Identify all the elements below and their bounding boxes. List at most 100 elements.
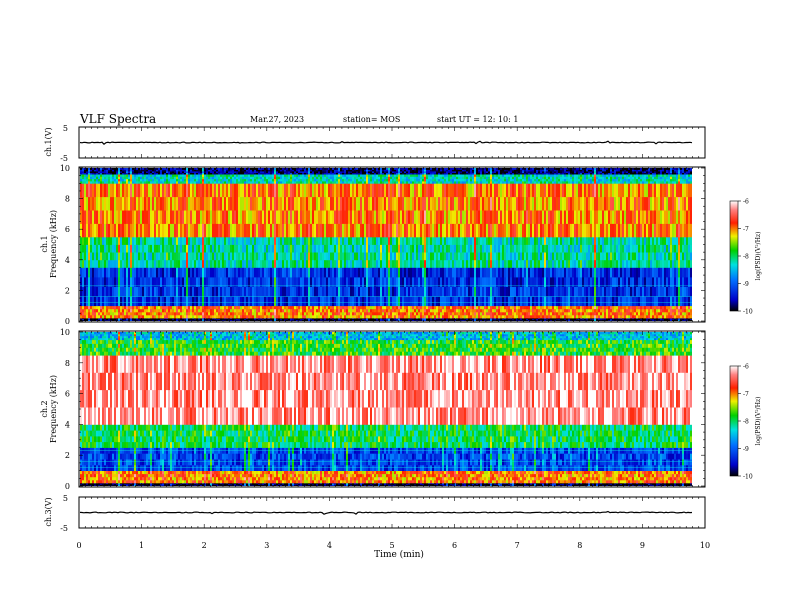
spectrogram-cell — [212, 169, 215, 172]
spectrogram-cell — [124, 171, 127, 173]
spectrogram-cell — [92, 319, 95, 321]
spectrogram-cell — [144, 296, 147, 307]
spectrogram-cell — [130, 305, 133, 310]
spectrogram-cell — [224, 210, 227, 224]
spectrogram-cell — [404, 252, 407, 261]
spectrogram-cell — [382, 223, 385, 238]
spectrogram-cell — [196, 169, 199, 172]
spectrogram-cell — [326, 210, 329, 224]
spectrogram-cell — [240, 168, 243, 170]
spectrogram-cell — [132, 305, 135, 310]
spectrogram-cell — [120, 317, 123, 320]
spectrogram-cell — [330, 210, 333, 224]
spectrogram-cell — [224, 317, 227, 320]
spectrogram-cell — [404, 267, 407, 278]
spectrogram-cell — [336, 236, 339, 245]
spectrogram-cell — [122, 236, 125, 245]
spectrogram-cell — [120, 210, 123, 224]
spectrogram-cell — [296, 296, 299, 307]
spectrogram-cell — [366, 252, 369, 261]
spectrogram-cell — [306, 178, 309, 182]
spectrogram-cell — [246, 296, 249, 307]
spectrogram-cell — [120, 252, 123, 261]
spectrogram-cell — [302, 305, 305, 310]
spectrogram-cell — [148, 259, 151, 268]
spectrogram-cell — [408, 286, 411, 297]
spectrogram-cell — [350, 171, 353, 173]
spectrogram-cell — [274, 305, 277, 310]
spectrogram-cell — [126, 183, 129, 198]
spectrogram-cell — [312, 181, 315, 184]
spectrogram-cell — [100, 318, 103, 320]
spectrogram-cell — [312, 319, 315, 321]
spectrogram-cell — [274, 181, 277, 184]
spectrogram-cell — [324, 296, 327, 307]
spectrogram-cell — [96, 178, 99, 182]
spectrogram-cell — [420, 236, 423, 245]
spectrogram-cell — [192, 305, 195, 310]
spectrogram-cell — [136, 311, 139, 316]
spectrogram-cell — [402, 318, 405, 320]
spectrogram-cell — [334, 267, 337, 278]
spectrogram-cell — [352, 174, 355, 177]
spectrogram-cell — [360, 174, 363, 177]
spectrogram-cell — [370, 196, 373, 211]
spectrogram-cell — [246, 314, 249, 319]
spectrogram-cell — [252, 210, 255, 224]
spectrogram-cell — [342, 267, 345, 278]
spectrogram-cell — [360, 311, 363, 316]
spectrogram-cell — [394, 181, 397, 184]
spectrogram-cell — [402, 277, 405, 287]
spectrogram-cell — [226, 169, 229, 172]
spectrogram-cell — [246, 259, 249, 268]
spectrogram-cell — [84, 286, 87, 297]
spectrogram-cell — [260, 236, 263, 245]
spectrogram-cell — [318, 181, 321, 184]
spectrogram-cell — [388, 319, 391, 321]
spectrogram-cell — [292, 308, 295, 313]
spectrogram-cell — [114, 277, 117, 287]
spectrogram-cell — [322, 317, 325, 320]
spectrogram-cell — [290, 178, 293, 182]
spectrogram-cell — [120, 183, 123, 198]
spectrogram-cell — [300, 259, 303, 268]
spectrogram-cell — [360, 236, 363, 245]
spectrogram-cell — [288, 181, 291, 184]
spectrogram-cell — [340, 296, 343, 307]
spectrogram-cell — [168, 277, 171, 287]
spectrogram-cell — [330, 236, 333, 245]
spectrogram-cell — [278, 311, 281, 316]
spectrogram-cell — [334, 169, 337, 172]
spectrogram-cell — [220, 296, 223, 307]
spectrogram-cell — [200, 311, 203, 316]
spectrogram-cell — [354, 172, 357, 175]
spectrogram-cell — [190, 308, 193, 313]
spectrogram-cell — [214, 196, 217, 211]
spectrogram-cell — [358, 169, 361, 172]
spectrogram-cell — [220, 210, 223, 224]
spectrogram-cell — [392, 181, 395, 184]
spectrogram-cell — [94, 168, 97, 170]
spectrogram-cell — [108, 174, 111, 177]
spectrogram-cell — [370, 305, 373, 310]
spectrogram-cell — [222, 259, 225, 268]
spectrogram-cell — [196, 252, 199, 261]
spectrogram-cell — [340, 314, 343, 319]
spectrogram-cell — [406, 296, 409, 307]
spectrogram-cell — [304, 244, 307, 253]
spectrogram-cell — [394, 318, 397, 320]
spectrogram-cell — [296, 172, 299, 175]
spectrogram-cell — [412, 168, 415, 170]
spectrogram-cell — [404, 305, 407, 310]
spectrogram-cell — [346, 252, 349, 261]
spectrogram-cell — [110, 296, 113, 307]
spectrogram-cell — [362, 305, 365, 310]
spectrogram-cell — [410, 210, 413, 224]
spectrogram-cell — [90, 259, 93, 268]
spectrogram-cell — [238, 168, 241, 170]
spectrogram-cell — [206, 174, 209, 177]
spectrogram-cell — [114, 286, 117, 297]
spectrogram-cell — [148, 223, 151, 238]
spectrogram-cell — [100, 311, 103, 316]
spectrogram-cell — [278, 183, 281, 198]
